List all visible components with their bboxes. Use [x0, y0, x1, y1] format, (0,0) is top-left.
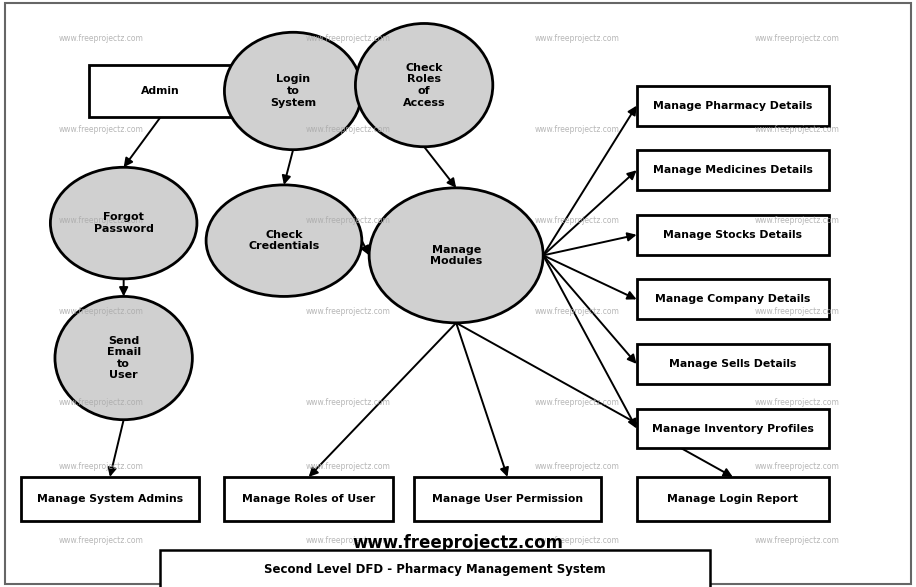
Text: www.freeprojectz.com: www.freeprojectz.com — [306, 33, 390, 43]
Text: www.freeprojectz.com: www.freeprojectz.com — [755, 462, 839, 471]
Text: Manage User Permission: Manage User Permission — [432, 494, 583, 504]
Text: Manage Company Details: Manage Company Details — [655, 294, 811, 305]
Text: Manage
Modules: Manage Modules — [430, 245, 483, 266]
Text: www.freeprojectz.com: www.freeprojectz.com — [755, 215, 839, 225]
FancyBboxPatch shape — [224, 477, 393, 521]
Ellipse shape — [206, 185, 362, 296]
Text: Check
Credentials: Check Credentials — [248, 230, 320, 251]
FancyBboxPatch shape — [637, 215, 829, 255]
Text: www.freeprojectz.com: www.freeprojectz.com — [306, 397, 390, 407]
Text: Check
Roles
of
Access: Check Roles of Access — [403, 63, 445, 107]
Ellipse shape — [50, 167, 197, 279]
FancyBboxPatch shape — [637, 344, 829, 384]
FancyBboxPatch shape — [89, 65, 231, 117]
Text: www.freeprojectz.com: www.freeprojectz.com — [755, 306, 839, 316]
Ellipse shape — [369, 188, 543, 323]
Text: www.freeprojectz.com: www.freeprojectz.com — [306, 215, 390, 225]
Text: www.freeprojectz.com: www.freeprojectz.com — [59, 306, 143, 316]
Text: www.freeprojectz.com: www.freeprojectz.com — [353, 534, 563, 552]
FancyBboxPatch shape — [20, 477, 199, 521]
Text: Manage Roles of User: Manage Roles of User — [242, 494, 376, 504]
Text: Manage Sells Details: Manage Sells Details — [669, 359, 797, 369]
FancyBboxPatch shape — [637, 477, 829, 521]
Text: Second Level DFD - Pharmacy Management System: Second Level DFD - Pharmacy Management S… — [265, 563, 605, 576]
Text: www.freeprojectz.com: www.freeprojectz.com — [59, 124, 143, 134]
Text: www.freeprojectz.com: www.freeprojectz.com — [535, 462, 619, 471]
FancyBboxPatch shape — [637, 409, 829, 448]
Text: Manage Stocks Details: Manage Stocks Details — [663, 230, 802, 240]
Text: www.freeprojectz.com: www.freeprojectz.com — [535, 215, 619, 225]
Text: www.freeprojectz.com: www.freeprojectz.com — [59, 397, 143, 407]
Ellipse shape — [355, 23, 493, 147]
Text: www.freeprojectz.com: www.freeprojectz.com — [306, 306, 390, 316]
Text: www.freeprojectz.com: www.freeprojectz.com — [535, 306, 619, 316]
Text: Admin: Admin — [141, 86, 180, 96]
FancyBboxPatch shape — [637, 86, 829, 126]
Text: Login
to
System: Login to System — [270, 75, 316, 107]
Text: www.freeprojectz.com: www.freeprojectz.com — [535, 33, 619, 43]
Text: Manage System Admins: Manage System Admins — [37, 494, 183, 504]
Text: www.freeprojectz.com: www.freeprojectz.com — [306, 535, 390, 545]
Text: www.freeprojectz.com: www.freeprojectz.com — [59, 215, 143, 225]
FancyBboxPatch shape — [414, 477, 601, 521]
Text: Manage Inventory Profiles: Manage Inventory Profiles — [652, 423, 813, 434]
Text: www.freeprojectz.com: www.freeprojectz.com — [755, 535, 839, 545]
Text: Manage Medicines Details: Manage Medicines Details — [653, 165, 812, 176]
Text: Send
Email
to
User: Send Email to User — [106, 336, 141, 380]
Text: www.freeprojectz.com: www.freeprojectz.com — [535, 535, 619, 545]
Text: www.freeprojectz.com: www.freeprojectz.com — [306, 124, 390, 134]
Ellipse shape — [55, 296, 192, 420]
Text: www.freeprojectz.com: www.freeprojectz.com — [59, 33, 143, 43]
FancyBboxPatch shape — [637, 150, 829, 190]
Text: www.freeprojectz.com: www.freeprojectz.com — [755, 397, 839, 407]
Text: Forgot
Password: Forgot Password — [93, 212, 154, 234]
Text: www.freeprojectz.com: www.freeprojectz.com — [755, 124, 839, 134]
Text: www.freeprojectz.com: www.freeprojectz.com — [535, 124, 619, 134]
FancyBboxPatch shape — [160, 551, 710, 587]
FancyBboxPatch shape — [637, 279, 829, 319]
Text: www.freeprojectz.com: www.freeprojectz.com — [306, 462, 390, 471]
Text: www.freeprojectz.com: www.freeprojectz.com — [59, 535, 143, 545]
Text: www.freeprojectz.com: www.freeprojectz.com — [59, 462, 143, 471]
Ellipse shape — [224, 32, 362, 150]
Text: www.freeprojectz.com: www.freeprojectz.com — [535, 397, 619, 407]
Text: Manage Pharmacy Details: Manage Pharmacy Details — [653, 100, 812, 111]
Text: Manage Login Report: Manage Login Report — [667, 494, 799, 504]
Text: www.freeprojectz.com: www.freeprojectz.com — [755, 33, 839, 43]
